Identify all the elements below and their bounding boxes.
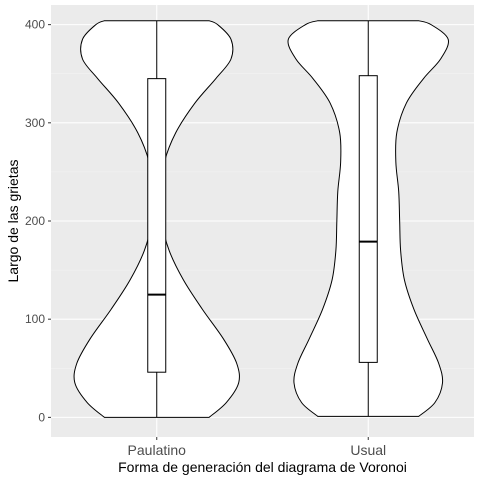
box-paulatino bbox=[147, 78, 167, 373]
y-tick-label: 200 bbox=[25, 214, 45, 228]
x-axis: Paulatino Usual bbox=[128, 437, 386, 458]
x-tick-label: Paulatino bbox=[128, 442, 187, 458]
x-tick-label: Usual bbox=[350, 442, 386, 458]
y-tick-label: 0 bbox=[38, 410, 45, 424]
boxplots bbox=[147, 20, 378, 418]
x-axis-title: Forma de generación del diagrama de Voro… bbox=[118, 459, 407, 475]
y-tick-label: 300 bbox=[25, 116, 45, 130]
y-axis: 0 100 200 300 400 bbox=[25, 18, 51, 424]
y-tick-label: 400 bbox=[25, 18, 45, 32]
y-axis-title: Largo de las grietas bbox=[5, 160, 21, 283]
box-usual bbox=[358, 75, 378, 363]
y-tick-label: 100 bbox=[25, 312, 45, 326]
